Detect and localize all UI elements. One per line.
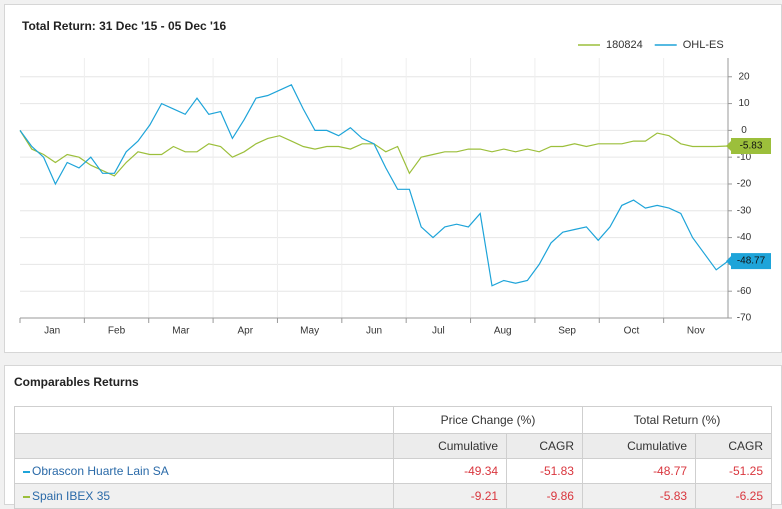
row-name[interactable]: Obrascon Huarte Lain SA <box>32 464 169 478</box>
cell: -9.86 <box>506 483 583 509</box>
y-tick-label: -20 <box>737 179 752 190</box>
end-label-text: -5.83 <box>740 141 763 152</box>
cell: -9.21 <box>392 483 508 509</box>
header-cell <box>14 406 394 434</box>
row-name-cell: Spain IBEX 35 <box>14 483 394 509</box>
y-tick-label: 10 <box>738 98 750 109</box>
column-header: Cumulative CAGR Cumulative CAGR <box>14 433 772 459</box>
header-cell <box>14 433 394 459</box>
end-label-box <box>731 253 771 270</box>
end-label-pointer <box>726 139 732 152</box>
group-header: Price Change (%) Total Return (%) <box>14 406 773 434</box>
legend-label: 180824 <box>606 39 643 51</box>
x-tick-label: Nov <box>687 326 705 337</box>
group-cell: Price Change (%) <box>393 406 583 434</box>
x-tick-label: Mar <box>172 326 190 337</box>
table-row: Spain IBEX 35 -9.21 -9.86 -5.83 -6.25 <box>14 483 772 509</box>
chart-title: Total Return: 31 Dec '15 - 05 Dec '16 <box>22 19 227 33</box>
end-label-text: -48.77 <box>737 256 766 267</box>
row-name[interactable]: Spain IBEX 35 <box>32 489 111 503</box>
x-tick-label: Jun <box>366 326 382 337</box>
series-line <box>19 84 729 287</box>
x-tick-label: Jan <box>44 326 60 337</box>
y-tick-label: -10 <box>737 152 752 163</box>
column-cell: Cumulative <box>392 433 508 459</box>
cell: -51.83 <box>506 458 583 484</box>
end-label: -48.77 <box>726 253 771 270</box>
returns-table: Price Change (%) Total Return (%) Cumula… <box>14 406 773 509</box>
x-tick-label: Jul <box>432 326 445 337</box>
x-tick-label: Oct <box>624 326 640 337</box>
end-label: -5.83 <box>726 137 771 154</box>
column-cell: CAGR <box>506 433 583 459</box>
legend-label: OHL-ES <box>683 39 724 51</box>
y-tick-label: 0 <box>741 125 747 136</box>
row-name-cell: Obrascon Huarte Lain SA <box>14 458 394 484</box>
cell: -6.25 <box>695 483 772 509</box>
x-tick-label: Sep <box>558 326 576 337</box>
y-tick-label: -70 <box>737 313 752 324</box>
cell: -48.77 <box>581 458 697 484</box>
column-cell: Cumulative <box>581 433 697 459</box>
cell: -5.83 <box>581 483 697 509</box>
table-row: Obrascon Huarte Lain SA -49.34 -51.83 -4… <box>14 458 772 484</box>
cell: -51.25 <box>695 458 772 484</box>
plot-area <box>20 58 728 318</box>
table-title: Comparables Returns <box>14 375 139 389</box>
x-tick-label: May <box>300 326 319 337</box>
x-tick-label: Feb <box>108 326 126 337</box>
group-cell: Total Return (%) <box>581 406 773 434</box>
end-label-pointer <box>726 255 732 268</box>
chart: Total Return: 31 Dec '15 - 05 Dec '16 20… <box>19 19 771 337</box>
x-tick-label: Aug <box>494 326 512 337</box>
y-tick-label: 20 <box>738 71 750 82</box>
column-cell: CAGR <box>695 433 772 459</box>
x-tick-label: Apr <box>237 326 253 337</box>
y-tick-label: -30 <box>737 205 752 216</box>
y-tick-label: -60 <box>737 286 752 297</box>
end-label-box <box>731 137 771 154</box>
y-tick-label: -40 <box>737 232 752 243</box>
cell: -49.34 <box>392 458 508 484</box>
